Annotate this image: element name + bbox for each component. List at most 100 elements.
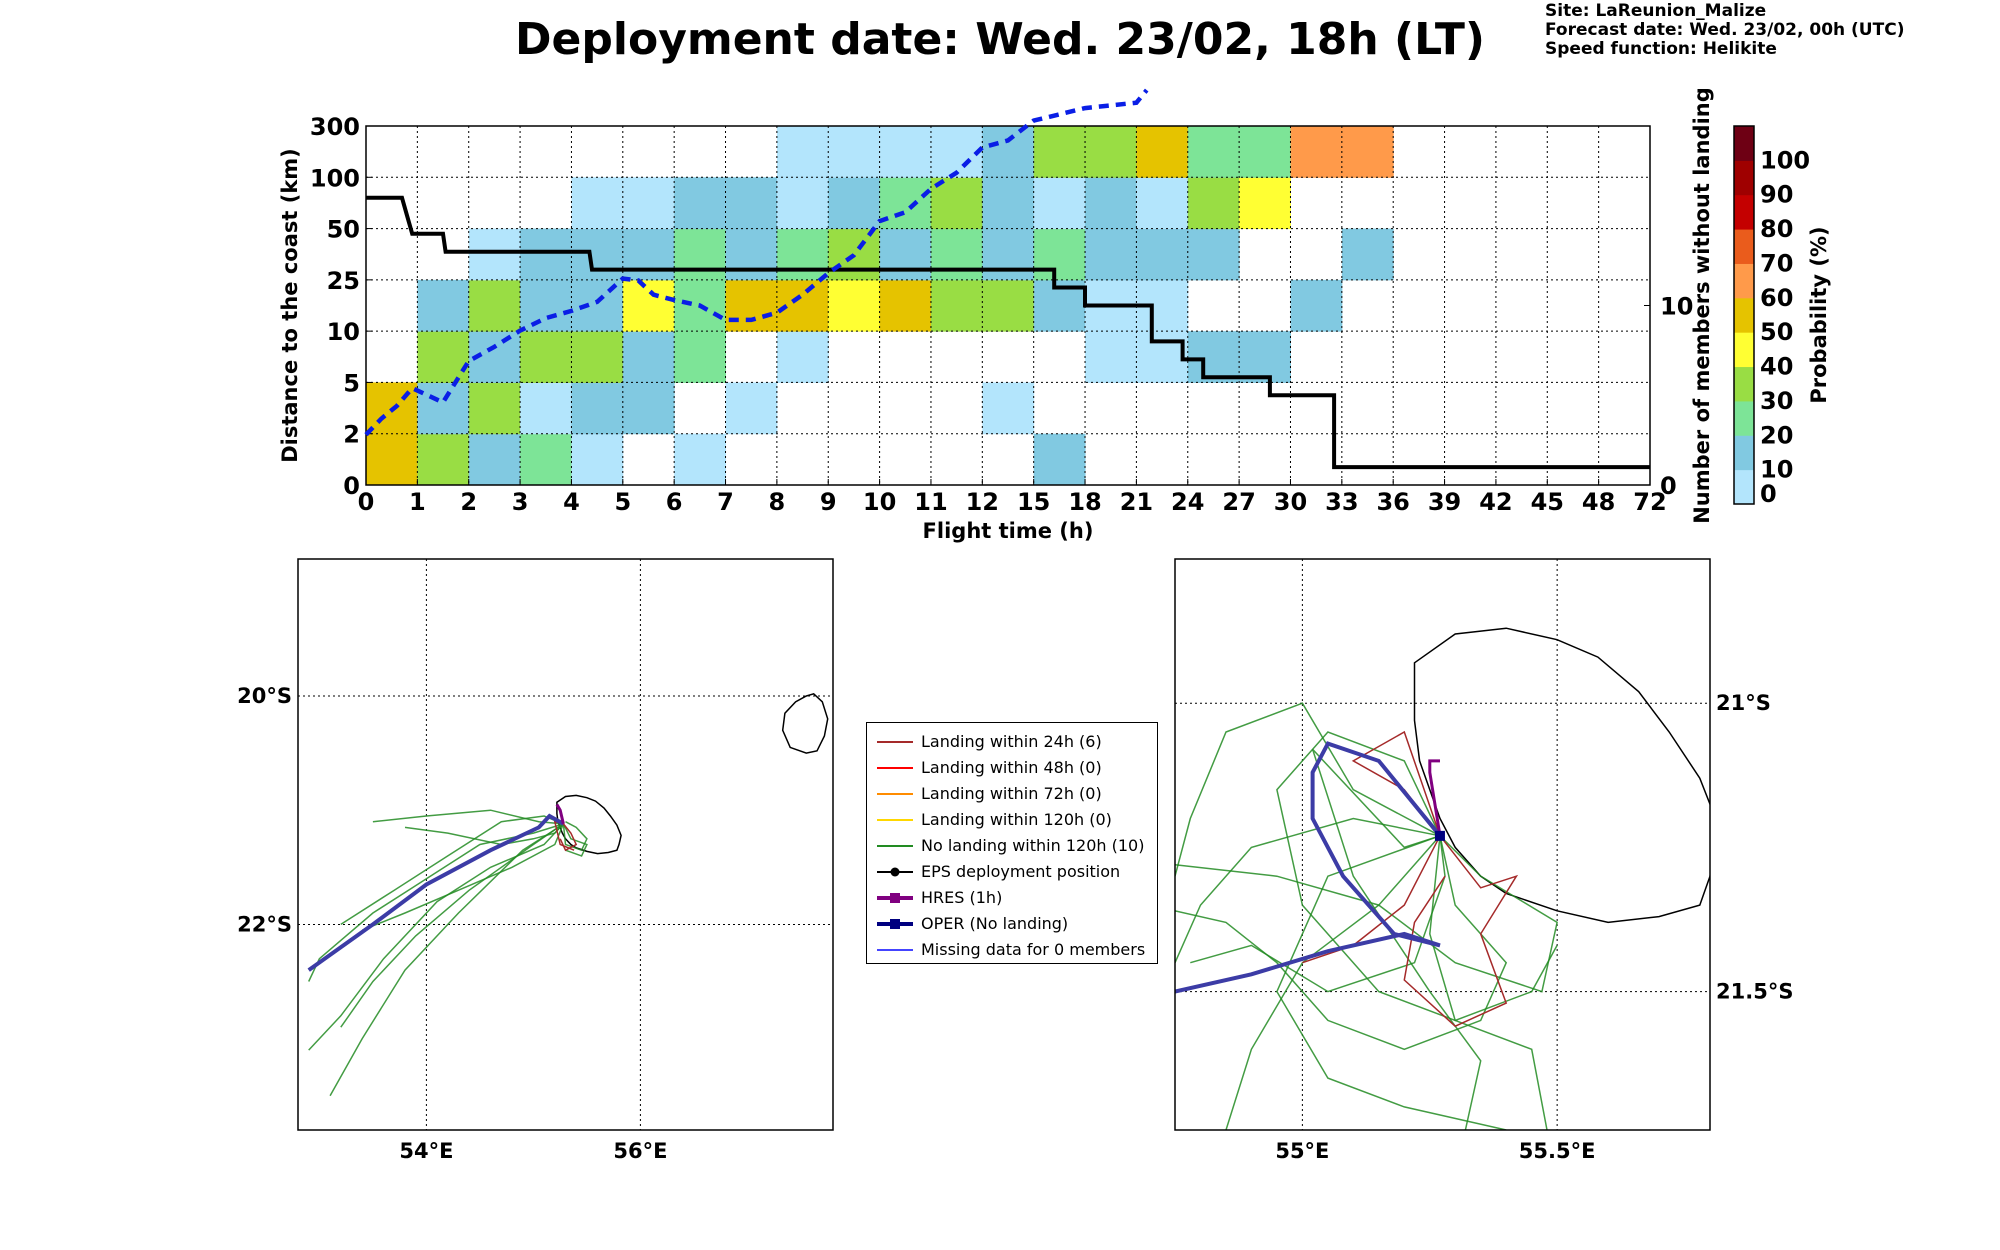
heatmap-cell	[520, 279, 572, 332]
hres-track	[1428, 759, 1442, 837]
page-title: Deployment date: Wed. 23/02, 18h (LT)	[515, 14, 1485, 65]
deployment-marker	[1434, 830, 1445, 841]
x-tick-label: 2	[460, 488, 477, 516]
legend-label: Landing within 120h (0)	[921, 810, 1112, 829]
x-tick-label: 3	[512, 488, 529, 516]
info-block: Site: LaReunion_Malize Forecast date: We…	[1545, 2, 1904, 59]
y2-tick-label: 10	[1660, 293, 1693, 321]
heatmap-cell	[417, 382, 470, 435]
heatmap-cell	[1033, 177, 1086, 230]
legend-label: Landing within 72h (0)	[921, 784, 1102, 803]
ensemble-track	[562, 821, 588, 852]
heatmap-cell	[725, 382, 778, 435]
heatmap-cell	[1239, 331, 1291, 383]
colorbar-tick-label: 30	[1760, 387, 1793, 415]
lon-tick-label: 55.5°E	[1519, 1139, 1596, 1163]
heatmap-cell	[879, 279, 932, 332]
ensemble-track	[1276, 835, 1507, 1130]
colorbar-segment	[1734, 400, 1754, 436]
heatmap-cell	[1187, 228, 1240, 281]
heatmap-cell	[1033, 228, 1086, 281]
heatmap-cell	[1136, 331, 1189, 383]
zoom-map-frame	[1174, 558, 1711, 1131]
heatmap-cell	[982, 382, 1035, 435]
legend-item: Landing within 48h (0)	[867, 755, 1157, 781]
map-layer	[1175, 559, 1710, 1130]
legend-swatch	[877, 867, 913, 877]
heatmap-cell	[622, 228, 675, 281]
x-tick-label: 72	[1633, 488, 1666, 516]
heatmap-cell	[1290, 279, 1343, 332]
heatmap-cell	[366, 433, 418, 486]
legend-label: Landing within 24h (6)	[921, 732, 1102, 751]
legend-swatch	[877, 949, 913, 951]
heatmap-cell	[776, 126, 829, 178]
ensemble-track	[308, 823, 564, 982]
heatmap-cell	[622, 382, 675, 435]
ensemble-track	[308, 823, 564, 1051]
y-tick-label: 100	[310, 164, 360, 192]
colorbar: 010 20 30 40 50 60 70 80 90 100 Probability (%)	[1733, 125, 1831, 508]
heatmap-cell	[1136, 126, 1189, 178]
heatmap-cell	[1341, 228, 1394, 281]
overview-map-frame	[297, 558, 834, 1131]
heatmap-cell	[930, 228, 983, 281]
ensemble-track	[1175, 817, 1441, 964]
colorbar-tick-label: 50	[1760, 318, 1793, 346]
y-tick-label: 10	[327, 318, 360, 346]
heatmap-cell	[1239, 126, 1291, 178]
y2-axis-label: Number of members without landing	[1690, 87, 1714, 524]
reunion-coastline	[1413, 627, 1710, 924]
heatmap-cell	[930, 126, 983, 178]
heatmap-cell	[828, 228, 881, 281]
legend-swatch	[877, 793, 913, 795]
colorbar-segment	[1734, 469, 1754, 505]
ensemble-track	[372, 809, 564, 825]
ensemble-track	[404, 823, 564, 846]
x-tick-label: 8	[769, 488, 786, 516]
legend-swatch	[877, 819, 913, 821]
x-tick-label: 24	[1171, 488, 1204, 516]
legend-label: EPS deployment position	[921, 862, 1121, 881]
legend-label: HRES (1h)	[921, 888, 1003, 907]
colorbar-label: Probability (%)	[1807, 226, 1831, 403]
heatmap-cell	[1136, 228, 1189, 281]
x-tick-label: 36	[1376, 488, 1409, 516]
heatmap-cell	[571, 177, 624, 230]
heatmap-cell	[674, 228, 727, 281]
colorbar-segment	[1734, 435, 1754, 471]
heatmap-cell	[725, 279, 778, 332]
legend-swatch	[877, 919, 913, 929]
heatmap-cell	[674, 177, 727, 230]
y2-tick-label: 0	[1660, 472, 1677, 500]
heatmap-cell	[982, 126, 1035, 178]
oper-track	[1175, 741, 1442, 994]
heatmap-cell	[828, 279, 881, 332]
colorbar-segment	[1734, 194, 1754, 230]
heatmap-cell	[982, 228, 1035, 281]
y-tick-label: 50	[327, 216, 360, 244]
speed-function-label: Speed function: Helikite	[1545, 39, 1777, 59]
heatmap-cell	[622, 279, 675, 332]
colorbar-tick-label: 100	[1760, 146, 1810, 174]
x-tick-label: 11	[914, 488, 947, 516]
heatmap-cell	[1290, 126, 1343, 178]
heatmap-cell	[828, 126, 881, 178]
x-tick-label: 12	[966, 488, 999, 516]
legend-swatch	[877, 845, 913, 847]
heatmap-chart: 0 1 2 3 4 5 6 7 8 9 10 11 12 15 18 21 24 27 30 33 36 39 42 45 48…	[278, 87, 1714, 543]
heatmap-cell	[468, 228, 521, 281]
heatmap-cell	[776, 228, 829, 281]
heatmap-cell	[1085, 177, 1137, 230]
heatmap-cell	[674, 433, 727, 486]
colorbar-tick-label: 40	[1760, 353, 1793, 381]
y-axis-label: Distance to the coast (km)	[278, 148, 302, 463]
heatmap-cell	[1085, 331, 1137, 383]
heatmap-cell	[571, 228, 624, 281]
landing-track	[1403, 835, 1519, 1028]
colorbar-segment	[1734, 229, 1754, 264]
lon-tick-label: 56°E	[613, 1139, 667, 1163]
colorbar-tick-label: 10	[1760, 456, 1793, 484]
heatmap-cell	[725, 177, 778, 230]
